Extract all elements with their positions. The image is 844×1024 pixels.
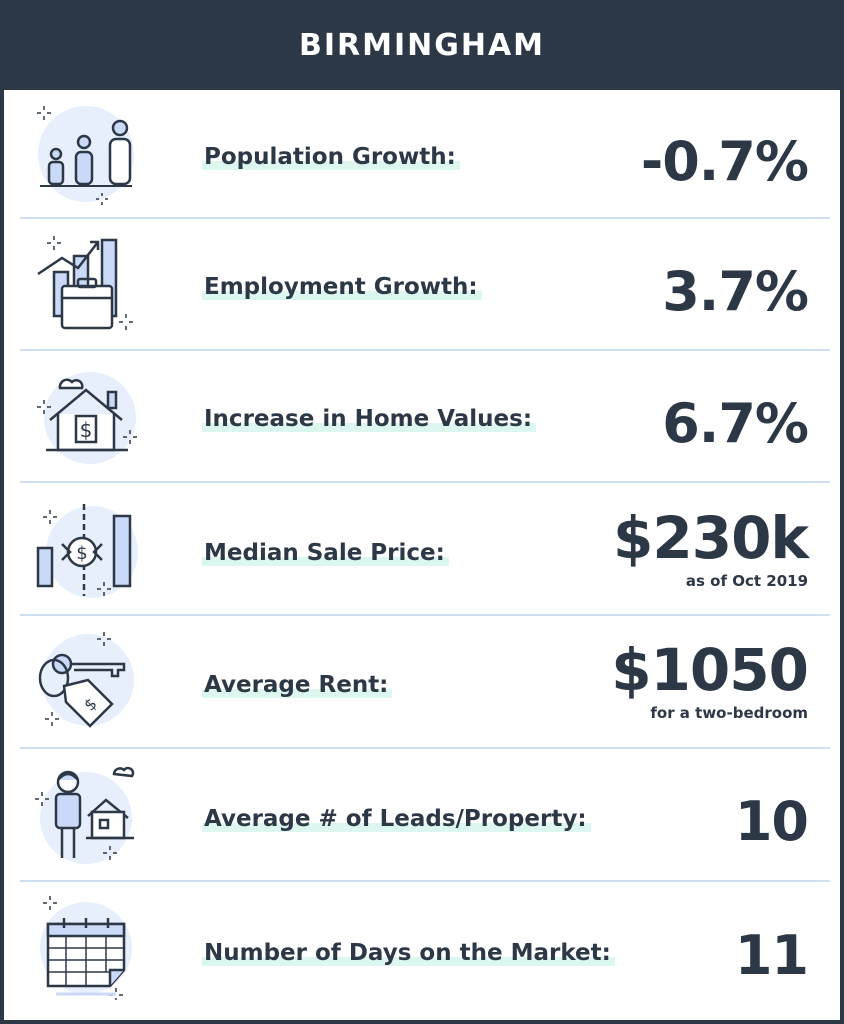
row-divider: [20, 217, 830, 219]
stat-row-median-price: $ Median Sale Price: $230k as of Oct 201…: [20, 496, 830, 612]
average-rent-label: Average Rent:: [202, 672, 393, 698]
row-divider: [20, 747, 830, 749]
median-price-label: Median Sale Price:: [202, 540, 449, 566]
days-on-market-label: Number of Days on the Market:: [202, 940, 615, 966]
average-rent-value: $1050: [611, 636, 809, 704]
stat-row-days-on-market: Number of Days on the Market: 11: [20, 896, 830, 1012]
svg-text:$: $: [76, 543, 87, 564]
stat-row-leads: Average # of Leads/Property: 10: [20, 762, 830, 878]
days-on-market-value: 11: [734, 924, 809, 987]
median-price-value: $230k: [613, 504, 809, 572]
svg-text:$: $: [80, 418, 93, 442]
stat-row-home-values: $ Increase in Home Values: 6.7%: [20, 364, 830, 480]
employment-growth-value: 3.7%: [662, 260, 809, 323]
row-divider: [20, 349, 830, 351]
population-growth-label: Population Growth:: [202, 144, 460, 170]
house-dollar-icon: $: [37, 372, 137, 464]
median-price-note: as of Oct 2019: [685, 572, 808, 590]
home-values-label: Increase in Home Values:: [202, 406, 537, 432]
leads-label: Average # of Leads/Property:: [202, 806, 591, 832]
leads-value: 10: [734, 790, 809, 853]
key-tag-icon: $: [38, 632, 134, 728]
person-house-icon: [35, 766, 135, 864]
row-divider: [20, 880, 830, 882]
stat-row-population: Population Growth: -0.7%: [20, 102, 830, 218]
row-divider: [20, 614, 830, 616]
price-chart-icon: $: [36, 504, 138, 598]
stat-row-employment: Employment Growth: 3.7%: [20, 232, 830, 348]
employment-growth-label: Employment Growth:: [202, 274, 482, 300]
briefcase-chart-icon: [37, 236, 133, 330]
header-bar: BIRMINGHAM: [0, 0, 844, 90]
people-icon: [37, 106, 134, 205]
population-growth-value: -0.7%: [640, 130, 809, 193]
city-title: BIRMINGHAM: [298, 27, 546, 63]
stat-row-average-rent: $ Average Rent: $1050 for a two-bedroom: [20, 630, 830, 746]
average-rent-note: for a two-bedroom: [650, 704, 808, 722]
home-values-value: 6.7%: [662, 392, 809, 455]
row-divider: [20, 481, 830, 483]
calendar-icon: [40, 896, 132, 1000]
stats-panel: Population Growth: -0.7%: [4, 90, 840, 1020]
